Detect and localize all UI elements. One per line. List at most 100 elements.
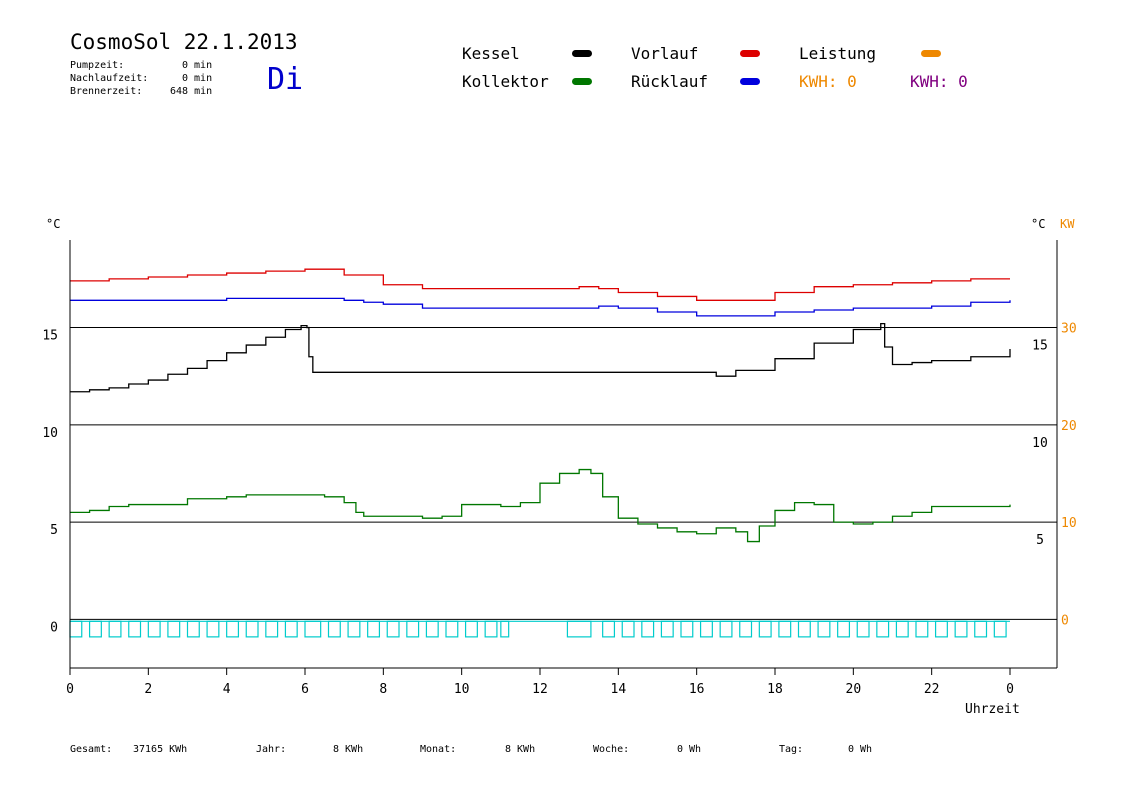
stat-label-nachlaufzeit: Nachlaufzeit: [70,73,149,84]
x-tick-label: 18 [767,682,783,697]
x-tick-label: 20 [846,682,862,697]
status-pulse [660,620,674,638]
status-pulse [797,620,811,638]
stat-value-brennerzeit: 648 min [170,86,213,97]
legend-kwh-second: KWH: 0 [910,72,968,91]
status-pulse [327,620,341,638]
status-pulse [837,620,851,638]
x-tick-label: 4 [223,682,231,697]
pump-status-bar [69,620,1010,638]
status-pulse [934,620,948,638]
status-pulse [445,620,459,638]
legend-vorlauf-swatch [740,50,760,57]
status-pulse [464,620,478,638]
footer-tag-label: Tag: [779,744,804,755]
stat-value-nachlaufzeit: 0 min [182,73,213,84]
x-tick-label: 8 [379,682,387,697]
footer-monat-value: 8 KWh [505,744,536,755]
footer-tag-value: 0 Wh [848,744,873,755]
status-pulse [641,620,655,638]
y-tick-label-right2: 20 [1061,419,1077,434]
x-tick-label: 22 [924,682,940,697]
status-pulse [226,620,240,638]
x-tick-label: 6 [301,682,309,697]
status-pulse [954,620,968,638]
footer-woche-label: Woche: [593,744,630,755]
y-tick-label-right2: 10 [1061,516,1077,531]
status-pulse [621,620,635,638]
status-pulse [167,620,181,638]
status-pulse [895,620,909,638]
y-tick-label-right2: 30 [1061,322,1077,337]
status-pulse [856,620,870,638]
legend-kollektor-swatch [572,78,592,85]
footer-gesamt-label: Gesamt: [70,744,113,755]
stat-label-pumpzeit: Pumpzeit: [70,60,125,71]
status-pulse [993,620,1007,638]
x-tick-label: 14 [611,682,627,697]
status-pulse [425,620,439,638]
x-tick-label: 0 [66,682,74,697]
legend-kwh-leistung: KWH: 0 [799,72,857,91]
footer-jahr-value: 8 KWh [333,744,364,755]
status-pulse [484,620,498,638]
x-tick-label: 2 [144,682,152,697]
y-tick-label-left: 15 [42,329,58,344]
x-tick-label: 16 [689,682,705,697]
stat-value-pumpzeit: 0 min [182,60,213,71]
status-pulse [602,620,616,638]
legend-ruecklauf-swatch [740,78,760,85]
series-line-ruecklauf [70,297,1011,317]
status-pulse [206,620,220,638]
weekday-label: Di [267,62,304,97]
data-series [70,268,1011,543]
legend-ruecklauf: Rücklauf [631,72,709,91]
status-pulse [680,620,694,638]
legend-kollektor: Kollektor [462,72,549,91]
footer-monat-label: Monat: [420,744,457,755]
status-pulse [386,620,400,638]
y-axis-right2-label: KW [1060,217,1075,231]
axes [69,240,1058,669]
y-tick-label-left: 5 [50,523,58,538]
status-pulse [974,620,988,638]
status-pulse [304,620,322,638]
y-tick-label-left: 0 [50,620,58,635]
status-pulse [88,620,102,638]
y-axis-right-label: °C [1031,217,1046,231]
status-pulse [265,620,279,638]
status-pulse [186,620,200,638]
legend-leistung-swatch [921,50,941,57]
status-pulse [367,620,381,638]
status-pulse [719,620,733,638]
footer-gesamt-value: 37165 KWh [133,744,188,755]
y-tick-label-right: 5 [1036,533,1044,548]
status-pulse [778,620,792,638]
status-pulse [758,620,772,638]
status-pulse [284,620,298,638]
status-pulse [817,620,831,638]
status-pulse [739,620,753,638]
tick-labels: 0 2 4 6 8 10 12 14 16 18 20 22 0 0 5 10 15 5 10 15 0 10 20 30 [42,322,1076,697]
status-pulse [245,620,259,638]
status-pulse [108,620,122,638]
status-pulse [147,620,161,638]
footer-woche-value: 0 Wh [677,744,702,755]
y-tick-label-left: 10 [42,426,58,441]
y-axis-left-label: °C [46,217,61,231]
status-pulse [500,620,510,638]
series-line-kessel [70,323,1011,393]
legend-vorlauf: Vorlauf [631,44,699,63]
series-line-vorlauf [70,268,1010,301]
status-pulse [566,620,592,638]
status-pulse [406,620,420,638]
y-tick-label-right: 15 [1032,339,1048,354]
status-pulse [69,620,83,638]
footer-jahr-label: Jahr: [256,744,287,755]
status-pulse [347,620,361,638]
x-axis-label: Uhrzeit [965,702,1020,717]
legend-kessel: Kessel [462,44,520,63]
status-pulse [876,620,890,638]
status-pulse [128,620,142,638]
